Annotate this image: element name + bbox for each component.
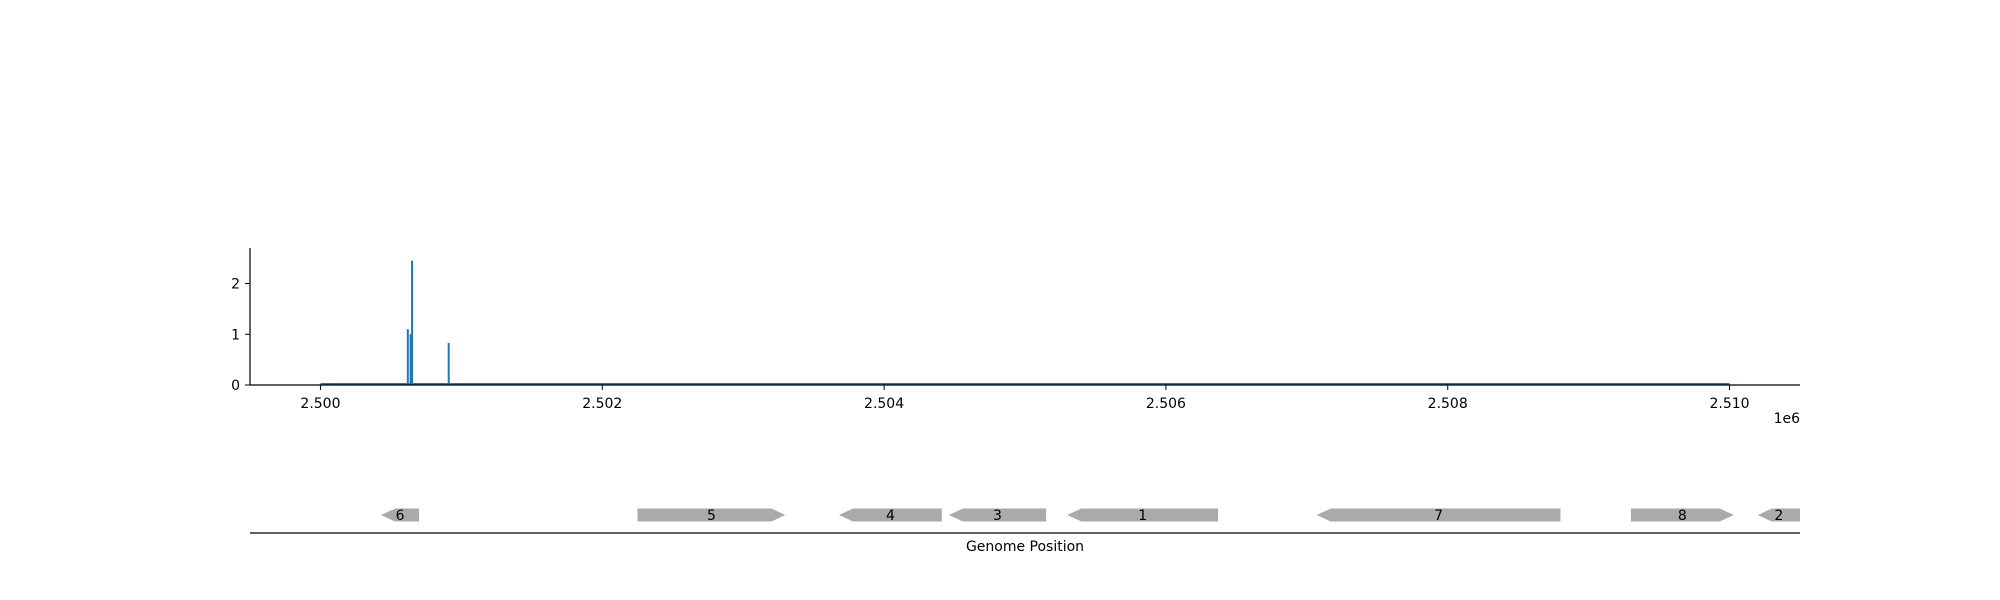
x-tick-label: 2.504 [864,396,904,412]
signal-plot: 2.500 2.502 2.504 2.506 2.508 2.510 0 1 2 1e6 [231,248,1800,427]
gene-label: 3 [993,508,1002,524]
x-tick-label: 2.502 [582,396,622,412]
gene-label: 5 [707,508,716,524]
gene-track-x-axis-label: Genome Position [966,539,1084,555]
gene-arrow [637,508,786,522]
gene-label: 6 [396,508,405,524]
x-tick-label: 2.508 [1428,396,1468,412]
x-axis-offset-label: 1e6 [1774,411,1801,427]
x-tick-label: 2.510 [1709,396,1749,412]
gene-track: 6 5 4 3 1 7 8 2 Genome Position [250,508,1800,555]
gene-label: 8 [1678,508,1687,524]
gene-label: 4 [886,508,895,524]
gene-label: 2 [1774,508,1783,524]
gene-label: 7 [1434,508,1443,524]
gene-label: 1 [1138,508,1147,524]
gene-arrow [1067,508,1219,522]
gene-arrow [1316,508,1561,522]
signal-series [320,260,1730,385]
y-tick-label: 1 [231,327,240,343]
gene-arrows: 6 5 4 3 1 7 8 2 [381,508,1800,524]
signal-axis-ticks: 2.500 2.502 2.504 2.506 2.508 2.510 0 1 2 [231,277,1750,412]
x-tick-label: 2.500 [300,396,340,412]
x-tick-label: 2.506 [1146,396,1186,412]
gene-arrow [1630,508,1734,522]
gene-arrow [381,508,420,522]
gene-arrow [839,508,942,522]
y-tick-label: 2 [231,277,240,293]
gene-arrow [1757,508,1800,522]
y-tick-label: 0 [231,378,240,394]
gene-arrow [948,508,1047,522]
